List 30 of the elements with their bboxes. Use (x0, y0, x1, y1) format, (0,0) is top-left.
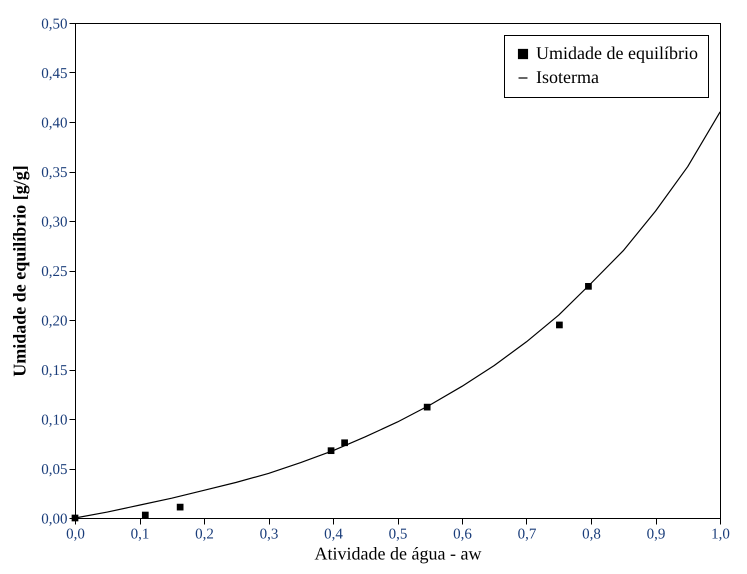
y-axis-title: Umidade de equilíbrio [g/g] (9, 165, 30, 377)
x-tick-label: 0,6 (453, 526, 472, 542)
point (142, 512, 149, 518)
point (556, 322, 563, 328)
x-tick-label: 0,8 (582, 526, 601, 542)
x-tick-label: 0,5 (388, 526, 408, 542)
x-tick-label: 1,0 (711, 526, 730, 542)
y-tick-label: 0,10 (41, 412, 68, 428)
y-tick-label: 0,20 (41, 314, 68, 330)
y-tick-label: 0,45 (41, 66, 68, 82)
y-tick-label: 0,40 (41, 116, 68, 132)
x-tick-label: 0,7 (518, 526, 537, 542)
x-tick-label: 0,0 (66, 526, 85, 542)
x-tick-label: 0,9 (646, 526, 666, 542)
y-tick-label: 0,00 (41, 512, 68, 528)
y-tick-label: 0,50 (41, 16, 68, 32)
y-tick-label: 0,35 (41, 165, 68, 181)
point (72, 514, 78, 522)
x-axis-title: Atividade de água - aw (314, 544, 482, 564)
legend-label: Isoterma (536, 67, 599, 87)
x-tick-label: 0,2 (195, 526, 214, 542)
y-tick-label: 0,25 (41, 264, 68, 280)
x-tick-label: 0,3 (260, 526, 278, 542)
legend-label: Umidade de equilíbrio (536, 43, 698, 63)
y-tick-label: 0,15 (41, 363, 68, 379)
x-tick-label: 0,1 (130, 526, 150, 542)
x-tick-label: 0,4 (324, 526, 344, 542)
y-tick-label: 0,30 (41, 214, 68, 230)
point (176, 504, 184, 510)
y-tick-label: 0,05 (41, 462, 68, 478)
